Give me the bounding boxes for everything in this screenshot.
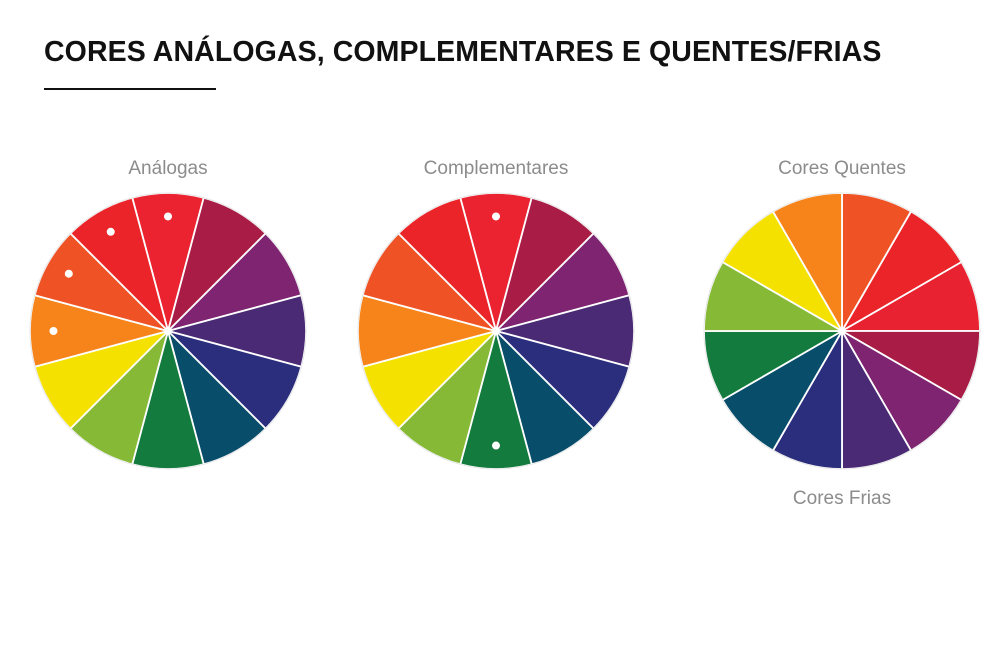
analogas-outline xyxy=(29,192,307,470)
complementares-color-wheel xyxy=(357,192,635,470)
cores-quentes-label: Cores Quentes xyxy=(778,158,906,179)
title-underline xyxy=(44,88,216,90)
analogas-label: Análogas xyxy=(128,158,208,179)
cores-frias-label: Cores Frias xyxy=(792,488,892,509)
analogas-marker-dot xyxy=(164,212,172,221)
complementares-label: Complementares xyxy=(423,158,569,179)
analogas-marker-dot xyxy=(49,327,58,335)
analogas-color-wheel xyxy=(29,192,307,470)
page-title: CORES ANÁLOGAS, COMPLEMENTARES E QUENTES… xyxy=(44,36,882,68)
complementares-marker-dot xyxy=(492,212,500,221)
quentes-frias-outline xyxy=(703,192,981,470)
analogas-marker-dot xyxy=(64,269,73,278)
complementares-outline xyxy=(357,192,635,470)
analogas-marker-dot xyxy=(106,227,115,236)
quentes-frias-color-wheel xyxy=(703,192,981,470)
complementares-marker-dot xyxy=(492,441,500,450)
